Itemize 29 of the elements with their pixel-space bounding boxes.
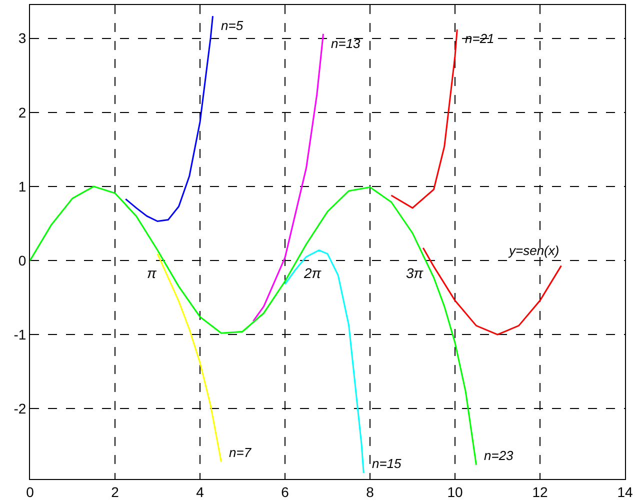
x-tick-label: 10 — [447, 484, 463, 500]
x-tick-label: 6 — [281, 484, 290, 500]
line-series — [124, 15, 214, 222]
annotation: π — [147, 265, 157, 281]
series-label: n=13 — [331, 36, 362, 51]
x-tick-label: 8 — [366, 484, 374, 500]
x-tick-label: 4 — [196, 484, 204, 500]
line-series — [156, 253, 222, 463]
series-label: n=15 — [372, 456, 402, 471]
line-series — [422, 247, 562, 336]
y-tick-label: 0 — [18, 252, 26, 268]
y-tick-label: -2 — [14, 400, 26, 417]
line-series — [252, 33, 324, 322]
x-tick-label: 12 — [532, 484, 548, 500]
y-tick-label: -1 — [14, 326, 26, 342]
x-tick-label: 14 — [617, 484, 633, 500]
series-label: y=sen(x) — [508, 243, 560, 258]
annotation: 3π — [406, 265, 424, 281]
series-label: n=5 — [221, 18, 244, 33]
series-label: n=23 — [484, 448, 514, 463]
line-series — [390, 28, 458, 209]
y-tick-label: 2 — [18, 104, 26, 120]
annotation: 2π — [303, 265, 322, 281]
line-series — [284, 249, 364, 474]
y-tick-label: 3 — [18, 30, 26, 46]
x-tick-label: 2 — [111, 484, 120, 500]
series-label: n=7 — [229, 445, 252, 460]
series-label: n=21 — [465, 31, 494, 46]
y-tick-label: 1 — [18, 178, 26, 194]
